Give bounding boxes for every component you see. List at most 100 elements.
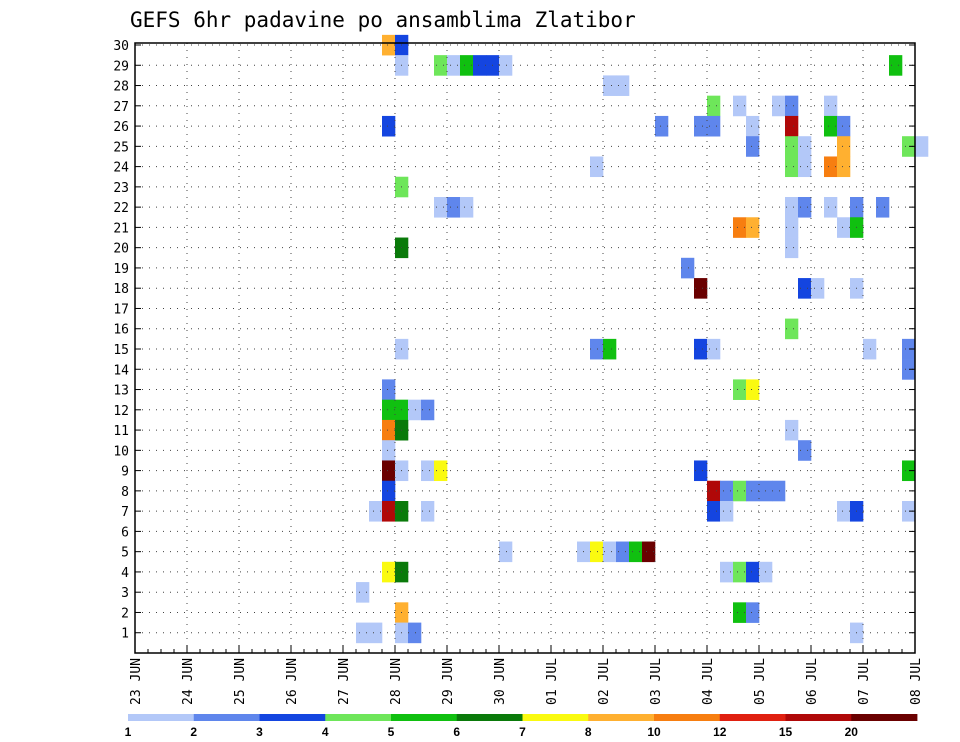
y-tick-label: 8 [121,485,129,500]
data-cell [902,338,916,360]
data-cell [746,480,760,502]
x-tick-label: 25 JUN [233,658,248,705]
y-tick-label: 15 [113,343,129,358]
y-tick-label: 26 [113,120,129,135]
data-cell [824,115,838,137]
y-tick-label: 21 [113,221,129,236]
y-tick-label: 5 [121,546,129,561]
data-cell [499,55,513,76]
legend-label: 12 [713,725,727,739]
legend-swatch [259,714,326,721]
legend-swatch [785,714,852,721]
data-cell [655,115,669,137]
data-cell [421,460,435,482]
y-tick-label: 14 [113,363,129,378]
data-cell [785,156,799,178]
data-cell [889,55,903,76]
legend-swatch [325,714,392,721]
x-tick-label: 29 JUN [441,658,456,705]
legend-label: 3 [256,725,263,739]
data-cell [707,338,721,360]
data-cell [785,197,799,218]
x-tick-label: 04 JUL [701,658,716,705]
data-cell [694,115,708,137]
y-tick-label: 18 [113,282,129,297]
data-cell [382,115,396,137]
data-cell [447,55,461,76]
data-cell [798,278,812,299]
data-cell [382,419,396,441]
data-cell [798,156,812,178]
data-cell [785,217,799,238]
legend-swatch [128,714,195,721]
data-cell [733,602,747,623]
data-cell [720,501,734,522]
data-cell [421,399,435,421]
data-cell [837,217,851,238]
data-cell [824,156,838,178]
x-tick-label: 05 JUL [753,658,768,705]
data-cell [746,379,760,400]
y-tick-label: 10 [113,444,129,459]
data-cell [707,115,721,137]
data-cell [863,338,877,360]
data-cell [772,95,786,117]
data-cell [694,278,708,299]
data-cell [616,75,630,96]
y-tick-label: 3 [121,586,129,601]
legend-label: 1 [125,725,132,739]
data-cell [421,501,435,522]
x-tick-label: 27 JUN [337,658,352,705]
y-tick-label: 28 [113,80,129,95]
y-tick-label: 4 [121,566,129,581]
data-cell [447,197,461,218]
data-cell [785,115,799,137]
data-cell [902,460,916,482]
data-cell [694,338,708,360]
data-cell [707,480,721,502]
data-cell [460,55,474,76]
data-cell [837,136,851,157]
legend-swatch [391,714,458,721]
data-cell [798,136,812,157]
data-cell [811,278,825,299]
legend-swatch [456,714,523,721]
legend-label: 20 [845,725,859,739]
legend-label: 7 [519,725,526,739]
data-cell [356,622,370,644]
data-cell [590,541,604,563]
y-tick-label: 9 [121,465,129,480]
data-cell [434,55,448,76]
data-cell [590,338,604,360]
data-cell [902,501,916,522]
y-tick-label: 2 [121,606,129,621]
data-cell [785,318,799,340]
x-axis: 23 JUN 24 JUN 25 JUN 26 JUN 27 JUN 28 JUN 29 J… [129,645,924,705]
data-cell [382,501,396,522]
data-cell [369,622,383,644]
data-cell [382,480,396,502]
data-cell [837,115,851,137]
legend-swatch [588,714,655,721]
y-tick-label: 19 [113,262,129,277]
legend-label: 8 [585,725,592,739]
legend-swatch [719,714,786,721]
x-tick-label: 03 JUL [649,658,664,705]
data-cell [785,95,799,117]
data-cell [720,561,734,583]
data-cell [369,501,383,522]
data-cell [733,480,747,502]
data-cell [746,561,760,583]
data-cell [382,561,396,583]
data-cell [382,379,396,400]
data-cell [707,95,721,117]
data-cell [603,75,617,96]
x-tick-label: 26 JUN [285,658,300,705]
legend-label: 10 [647,725,661,739]
data-cell [772,480,786,502]
y-tick-label: 29 [113,59,129,74]
y-tick-label: 24 [113,161,129,176]
y-tick-label: 17 [113,302,129,317]
data-cell [824,95,838,117]
